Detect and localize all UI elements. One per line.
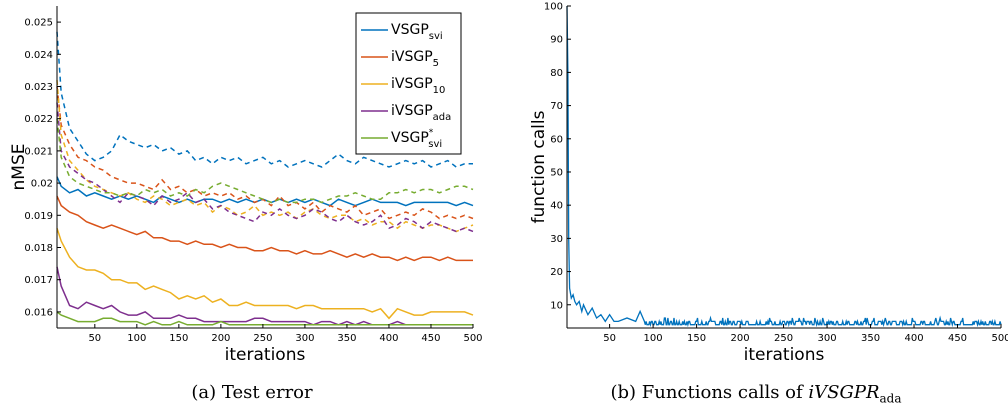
- x-axis-label: iterations: [744, 345, 825, 365]
- y-tick-label: 0.025: [24, 18, 53, 29]
- x-axis-label: iterations: [225, 345, 306, 365]
- x-tick-label: 300: [295, 333, 314, 344]
- y-tick-label: 0.023: [24, 82, 53, 93]
- series-line-vsgp-svi-dashed: [56, 31, 473, 168]
- y-tick-label: 0.021: [24, 146, 53, 157]
- y-tick-label: 10: [550, 300, 563, 311]
- x-tick-label: 50: [88, 333, 101, 344]
- series-line-vsgp-svi-star-dashed: [56, 118, 474, 204]
- function-calls-line: [566, 5, 1002, 328]
- caption-italic: iVSGPR: [808, 382, 880, 403]
- test-error-chart: 50 100 150 200 250 300 350 400 450 500 0.016 0.017 0…: [9, 6, 483, 365]
- y-tick-label: 50: [550, 167, 563, 178]
- caption-test-error: (a) Test error: [191, 382, 313, 403]
- y-tick-label: 0.022: [24, 114, 53, 125]
- legend-label: iVSGP5: [391, 49, 439, 69]
- caption-main: (b) Functions calls of: [610, 382, 809, 403]
- y-tick-label: 70: [550, 101, 563, 112]
- x-tick-label: 500: [991, 333, 1008, 344]
- x-tick-label: 400: [904, 333, 923, 344]
- series-line-ivsgp-5-solid: [56, 195, 473, 262]
- chart-panel-function-calls: 50 100 150 200 250 300 350 400 450 500 10 20 30 40 50 6…: [504, 0, 1008, 409]
- x-tick-label: 200: [731, 333, 750, 344]
- x-tick-label: 100: [644, 333, 663, 344]
- x-tick-label: 350: [337, 333, 356, 344]
- y-tick-label: 80: [550, 68, 563, 79]
- y-tick-label: 90: [550, 35, 563, 46]
- caption-sub: ada: [879, 391, 902, 406]
- x-tick-label: 250: [253, 333, 272, 344]
- legend-label: VSGP* svi: [391, 128, 442, 150]
- series-line-ivsgp-10-solid: [56, 227, 474, 320]
- x-tick-label: 450: [421, 333, 440, 344]
- y-tick-label: 0.019: [24, 211, 53, 222]
- y-tick-label: 0.016: [24, 307, 53, 318]
- x-tick-label: 500: [463, 333, 482, 344]
- y-tick-label: 30: [550, 234, 563, 245]
- legend-label: iVSGPada: [391, 103, 451, 123]
- x-tick-label: 350: [861, 333, 880, 344]
- x-tick-label: 50: [603, 333, 616, 344]
- chart-panel-test-error: 50 100 150 200 250 300 350 400 450 500 0.016 0.017 0…: [9, 6, 483, 403]
- x-tick-label: 300: [818, 333, 837, 344]
- x-tick-label: 400: [379, 333, 398, 344]
- y-tick-label: 20: [550, 267, 563, 278]
- legend-label: VSGPsvi: [391, 22, 443, 42]
- series-line-ivsgp-ada-solid: [56, 266, 473, 326]
- caption-function-calls: (b) Functions calls of iVSGPRada: [504, 382, 1008, 406]
- legend-label: iVSGP10: [391, 76, 445, 96]
- x-tick-label: 450: [948, 333, 967, 344]
- x-tick-label: 100: [127, 333, 146, 344]
- series-line-ivsgp-ada-dashed: [56, 102, 474, 233]
- function-calls-chart: 50 100 150 200 250 300 350 400 450 500 10 20 30 40 50 6…: [529, 2, 1008, 366]
- y-tick-label: 0.024: [24, 50, 53, 61]
- x-tick-label: 250: [774, 333, 793, 344]
- y-tick-label: 40: [550, 201, 563, 212]
- y-tick-label: 60: [550, 134, 563, 145]
- x-tick-label: 150: [169, 333, 188, 344]
- y-axis-label: nMSE: [9, 144, 29, 191]
- y-tick-label: 0.02: [31, 179, 53, 190]
- y-tick-label: 0.017: [24, 275, 53, 286]
- y-tick-label: 0.018: [24, 243, 53, 254]
- y-axis-label: function calls: [529, 110, 549, 223]
- x-tick-label: 200: [211, 333, 230, 344]
- x-tick-label: 150: [687, 333, 706, 344]
- y-tick-label: 100: [544, 2, 563, 13]
